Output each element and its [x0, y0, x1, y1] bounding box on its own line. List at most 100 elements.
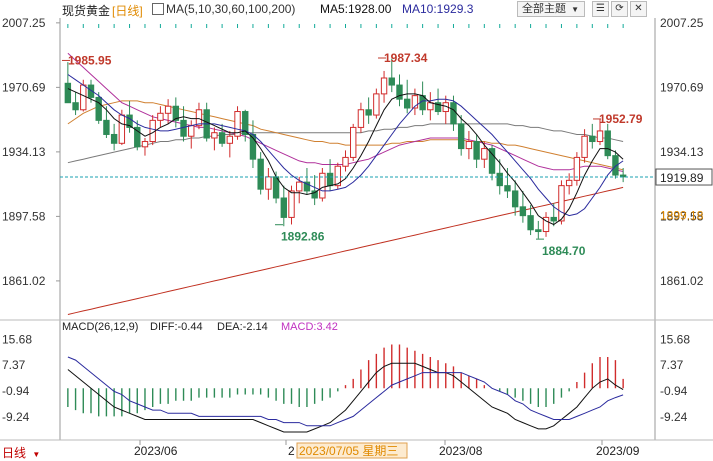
- candle-body[interactable]: [619, 174, 627, 178]
- tab-chevron-icon: ▼: [32, 450, 41, 459]
- candle-body[interactable]: [280, 197, 288, 218]
- candle-body[interactable]: [357, 109, 365, 128]
- candle-body[interactable]: [319, 172, 326, 199]
- candle-body[interactable]: [396, 84, 403, 100]
- price-annotation: 1952.79: [599, 112, 643, 126]
- candle-body[interactable]: [403, 98, 411, 109]
- refresh-icon[interactable]: ⟳: [611, 1, 628, 17]
- candle-body[interactable]: [188, 125, 195, 137]
- candle-body[interactable]: [296, 181, 303, 192]
- candle-body[interactable]: [134, 126, 141, 148]
- macd-value-label: MACD:3.42: [281, 321, 338, 333]
- period-label[interactable]: [日线]: [112, 4, 143, 18]
- candle-body[interactable]: [535, 229, 542, 233]
- ma-params-label: MA(5,10,30,60,100,200): [166, 2, 296, 16]
- candle-body[interactable]: [388, 77, 395, 86]
- candle-body[interactable]: [141, 141, 149, 148]
- candle-body[interactable]: [118, 114, 126, 144]
- price-tick-label-right: 1861.02: [660, 274, 704, 288]
- candle-body[interactable]: [218, 132, 226, 144]
- candle-body[interactable]: [411, 95, 419, 109]
- candle-body[interactable]: [234, 111, 241, 137]
- crosshair-date-box: [296, 442, 408, 459]
- candle-body[interactable]: [612, 155, 619, 176]
- indicator-checkbox-icon[interactable]: [152, 3, 164, 15]
- candle-body[interactable]: [589, 135, 596, 143]
- candle-body[interactable]: [164, 105, 172, 114]
- ma5-value: MA5:1928.00: [320, 2, 392, 16]
- candle-body[interactable]: [604, 130, 611, 157]
- candle-body[interactable]: [326, 172, 334, 187]
- candle-body[interactable]: [342, 156, 349, 167]
- candle-body[interactable]: [87, 84, 95, 98]
- candle-body[interactable]: [527, 215, 534, 231]
- candle-body[interactable]: [334, 165, 341, 187]
- candle-body[interactable]: [226, 135, 234, 144]
- ma5-line: [67, 88, 624, 226]
- tab-daily[interactable]: 日线 ▼: [2, 444, 41, 460]
- menu-icon[interactable]: ☰: [592, 1, 609, 17]
- candle-body[interactable]: [242, 111, 249, 135]
- candle-body[interactable]: [465, 141, 473, 150]
- candle-body[interactable]: [311, 190, 318, 199]
- candle-body[interactable]: [596, 130, 604, 143]
- candle-body[interactable]: [172, 105, 180, 121]
- theme-dropdown[interactable]: 全部主题 ▼: [517, 1, 585, 17]
- candle-body[interactable]: [434, 102, 442, 113]
- candle-body[interactable]: [481, 148, 488, 160]
- candle-body[interactable]: [581, 135, 588, 158]
- candle-body[interactable]: [519, 206, 527, 217]
- macd-tick-label-left: 7.37: [2, 358, 26, 372]
- macd-dea-line: [67, 356, 624, 427]
- macd-tick-label-right: -0.94: [660, 384, 688, 398]
- candle-body[interactable]: [380, 77, 388, 95]
- candle-body[interactable]: [350, 126, 357, 158]
- price-tick-label-left: 1897.58: [2, 209, 46, 223]
- candle-body[interactable]: [450, 102, 457, 125]
- macd-tick-label-right: -9.24: [660, 410, 688, 424]
- price-annotation: 1892.86: [281, 230, 325, 244]
- candle-body[interactable]: [195, 109, 203, 127]
- instrument-title: 现货黄金: [62, 4, 111, 18]
- candle-body[interactable]: [365, 109, 372, 116]
- candle-body[interactable]: [373, 93, 380, 116]
- price-tick-label-right: 1934.13: [660, 145, 704, 159]
- price-annotation: 1884.70: [542, 244, 586, 258]
- price-tick-label-left: 1970.69: [2, 80, 46, 94]
- candle-body[interactable]: [103, 119, 110, 135]
- candle-body[interactable]: [558, 185, 565, 222]
- candle-body[interactable]: [427, 102, 434, 111]
- candle-body[interactable]: [288, 190, 295, 218]
- candle-body[interactable]: [565, 179, 573, 187]
- macd-tick-label-left: -9.24: [2, 410, 30, 424]
- macd-tick-label-right: 15.68: [660, 332, 690, 346]
- candle-body[interactable]: [257, 158, 264, 190]
- chevron-down-icon: ▼: [571, 5, 579, 14]
- ma10-line: [67, 74, 624, 217]
- candle-body[interactable]: [550, 216, 557, 222]
- candle-body[interactable]: [126, 114, 133, 128]
- candle-body[interactable]: [265, 176, 272, 190]
- price-tick-label-left: 2007.25: [2, 16, 46, 30]
- right-price-label: 1899.18: [660, 209, 704, 223]
- candle-body[interactable]: [211, 132, 218, 139]
- candle-body[interactable]: [64, 82, 72, 104]
- candle-body[interactable]: [488, 148, 496, 174]
- macd-diff-line: [67, 362, 624, 433]
- candle-body[interactable]: [496, 172, 503, 187]
- candle-body[interactable]: [95, 96, 102, 121]
- close-icon[interactable]: ✕: [630, 1, 647, 17]
- candle-body[interactable]: [542, 216, 550, 233]
- time-tick-prefix: 2: [288, 444, 295, 458]
- candle-body[interactable]: [72, 102, 79, 111]
- candle-body[interactable]: [110, 133, 118, 144]
- candle-body[interactable]: [157, 112, 164, 121]
- candle-body[interactable]: [303, 181, 311, 192]
- candle-body[interactable]: [511, 190, 519, 208]
- candle-body[interactable]: [504, 185, 511, 192]
- candle-body[interactable]: [457, 123, 465, 150]
- candle-body[interactable]: [80, 84, 87, 111]
- candle-body[interactable]: [573, 156, 581, 181]
- candle-body[interactable]: [473, 141, 480, 160]
